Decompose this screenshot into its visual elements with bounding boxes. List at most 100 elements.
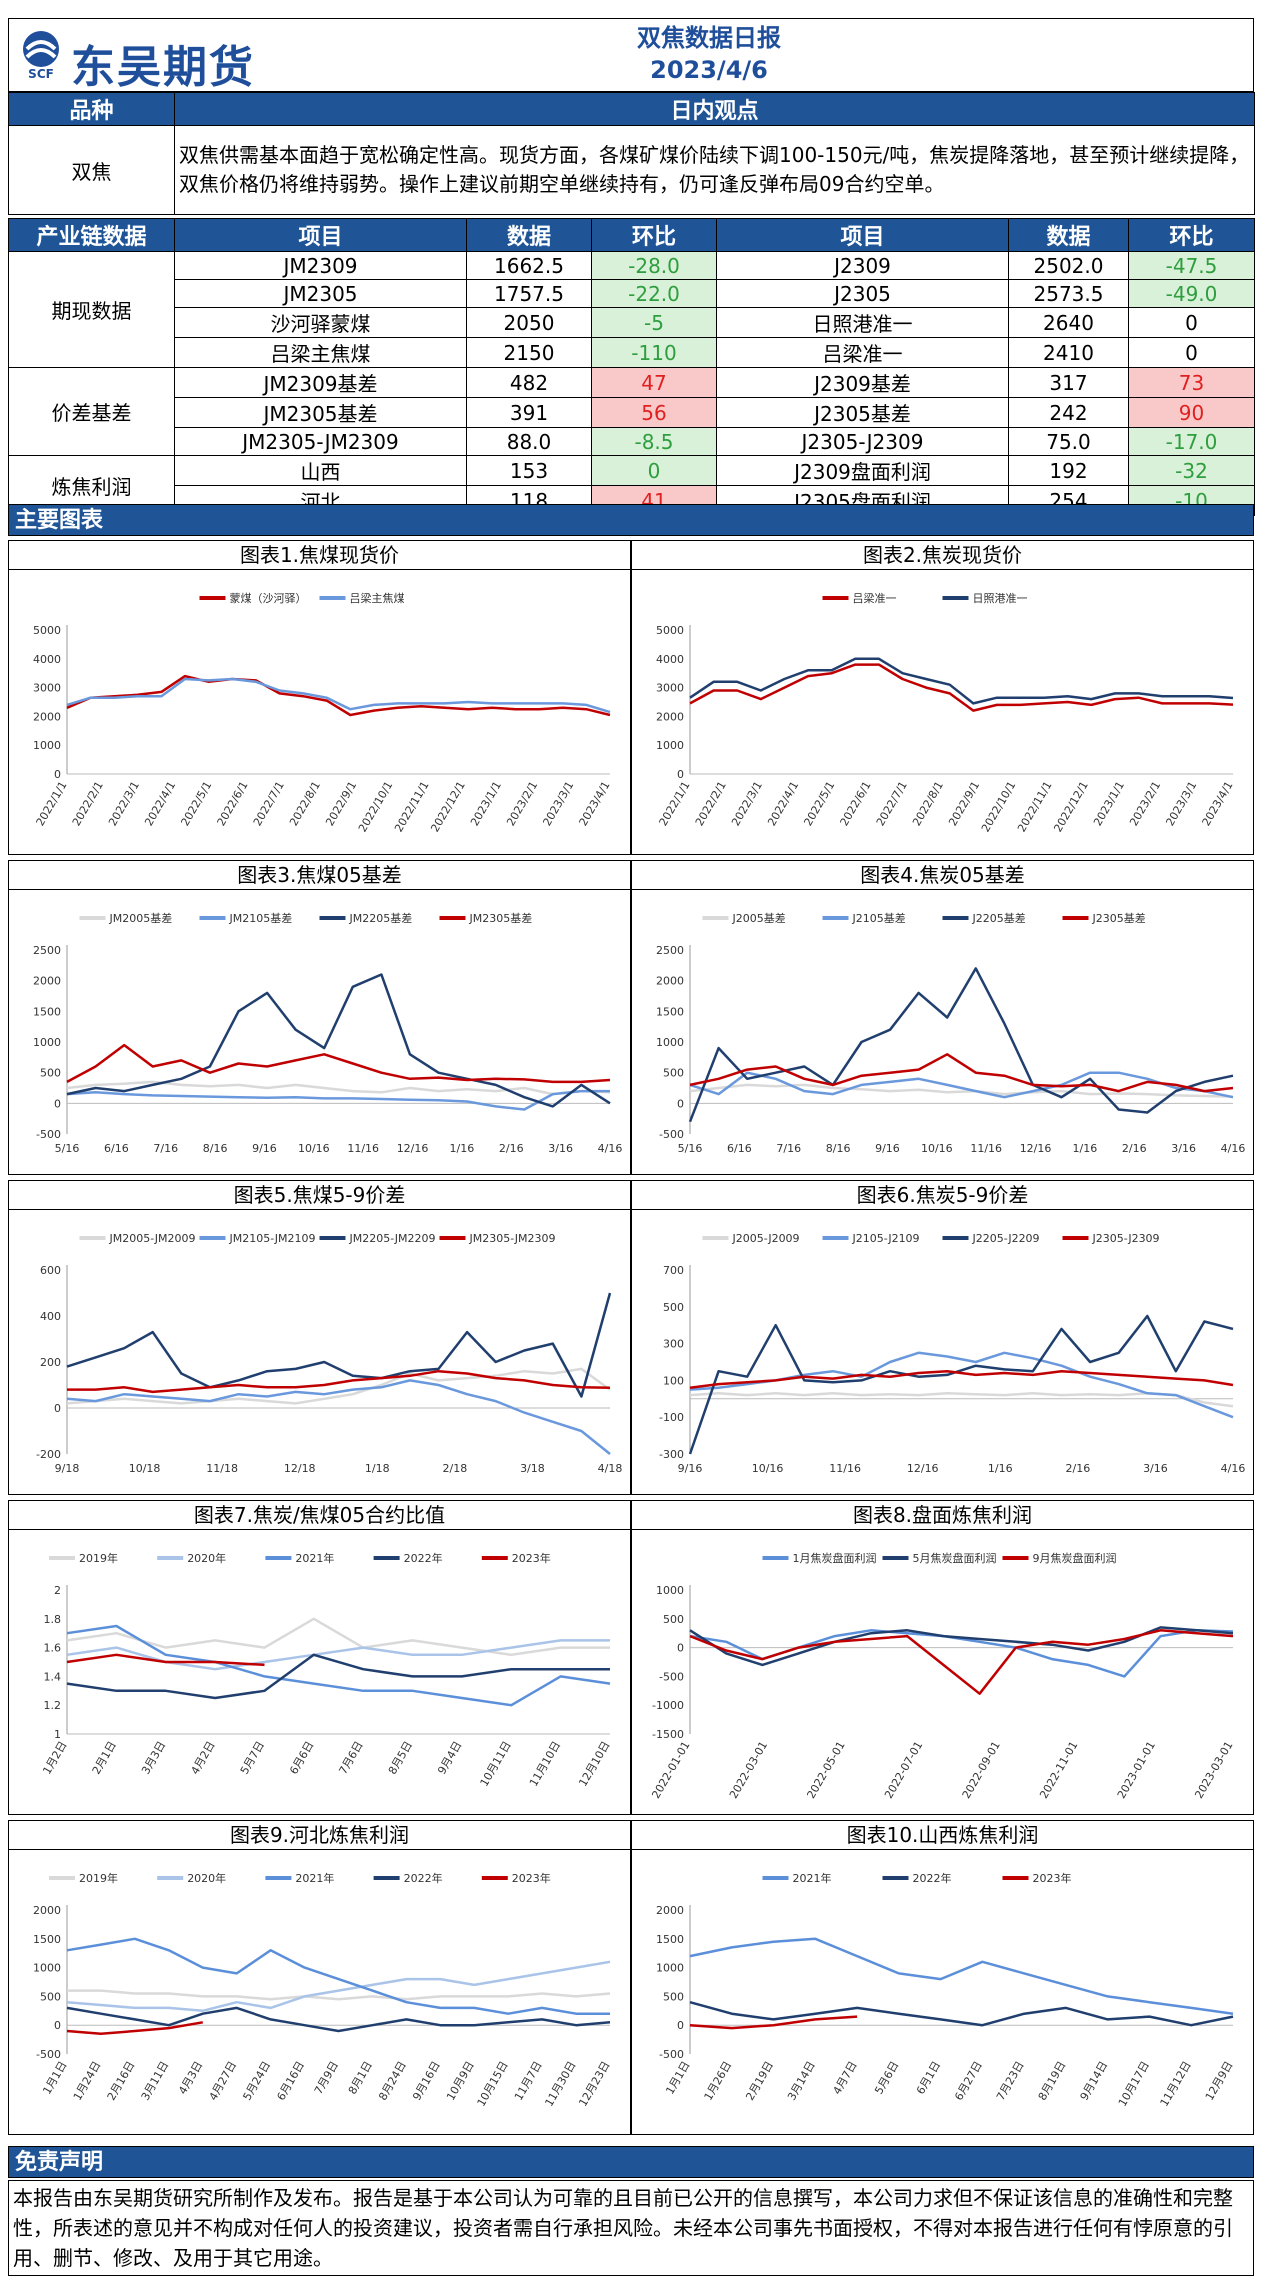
y-tick-label: 4000 <box>33 653 61 666</box>
chart-panel: 图表7.焦炭/焦煤05合约比值 2019年 2020年 2021年 2022年 2023年… <box>8 1500 631 1815</box>
x-tick-label: 1月26日 <box>702 2059 735 2103</box>
chart-panel: 图表6.焦炭5-9价差 J2005-J2009 J2105-J2109 J2205-J… <box>631 1180 1254 1495</box>
legend-label: JM2005基差 <box>109 911 173 925</box>
chart-svg: 2019年 2020年 2021年 2022年 2023年 1 1.2 1.4 1.6 1.8 2 1… <box>40 1551 612 1789</box>
chain-cell: 0 <box>1128 307 1255 338</box>
series-line <box>689 1083 1234 1098</box>
x-tick-label: 4/16 <box>1221 1462 1246 1475</box>
y-tick-label: 0 <box>677 768 684 781</box>
y-tick-label: -500 <box>659 2048 684 2061</box>
chain-cell: JM2309基差 <box>174 367 467 398</box>
chart-title: 图表3.焦煤05基差 <box>9 861 630 890</box>
legend-label: JM2105基差 <box>229 911 293 925</box>
y-tick-label: 200 <box>40 1356 61 1369</box>
y-tick-label: 700 <box>663 1264 684 1277</box>
chart-title: 图表9.河北炼焦利润 <box>9 1821 630 1850</box>
legend-label: JM2305基差 <box>469 911 533 925</box>
y-tick-label: -200 <box>36 1448 61 1461</box>
x-tick-label: 9/16 <box>252 1142 277 1155</box>
x-tick-label: 2022/5/1 <box>178 779 214 828</box>
series-line <box>66 2006 611 2033</box>
chart-title: 图表10.山西炼焦利润 <box>632 1821 1253 1850</box>
series-line <box>66 973 611 1108</box>
chain-cell: 56 <box>591 397 717 428</box>
series-line <box>688 967 1234 1123</box>
chain-header-5: 数据 <box>1008 218 1129 252</box>
chain-cell: -110 <box>591 337 717 368</box>
x-tick-label: 5月6日 <box>872 2059 901 2097</box>
chain-cell: 2640 <box>1008 307 1129 338</box>
chain-cell: 391 <box>466 397 592 428</box>
x-tick-label: 2022/2/1 <box>693 779 729 828</box>
report-header: SCF 东吴期货 双焦数据日报 2023/4/6 <box>8 18 1254 93</box>
chain-group-name: 期现数据 <box>8 251 175 368</box>
scf-logo-icon: SCF <box>23 31 59 79</box>
x-tick-label: 2023/2/1 <box>504 779 540 828</box>
chain-row: 期现数据 JM2309 1662.5 -28.0 J2309 2502.0 -47.5 <box>8 251 1255 368</box>
x-tick-label: 12月10日 <box>576 1739 612 1789</box>
y-tick-label: 1000 <box>656 1584 684 1597</box>
y-tick-label: 1000 <box>33 1962 61 1975</box>
chain-header-6: 环比 <box>1128 218 1255 252</box>
chain-cell: -47.5 <box>1128 251 1255 280</box>
series-line <box>66 1379 611 1455</box>
x-tick-label: 6/16 <box>104 1142 129 1155</box>
x-tick-label: 1月1日 <box>40 2059 69 2097</box>
y-tick-label: 2000 <box>33 1904 61 1917</box>
chain-table: 产业链数据 项目 数据 环比 项目 数据 环比 期现数据 JM2309 1662.5 -28.0 J2… <box>8 218 1255 516</box>
x-tick-label: 2022-05-01 <box>805 1739 848 1801</box>
chart-panel: 图表5.焦煤5-9价差 JM2005-JM2009 JM2105-JM2109 JM2… <box>8 1180 631 1495</box>
view-table: 品种 日内观点 双焦 双焦供需基本面趋于宽松确定性高。现货方面，各煤矿煤价陆续下… <box>8 92 1255 215</box>
x-tick-label: 12月23日 <box>576 2059 612 2109</box>
y-tick-label: 1 <box>54 1728 61 1741</box>
y-tick-label: -500 <box>36 1128 61 1141</box>
x-tick-label: 2022/12/1 <box>1051 779 1090 834</box>
report-title: 双焦数据日报 <box>637 24 781 52</box>
x-tick-label: 9月14日 <box>1078 2059 1111 2103</box>
y-tick-label: 1.6 <box>44 1642 62 1655</box>
x-tick-label: 2022/1/1 <box>34 779 70 828</box>
series-line <box>689 657 1234 705</box>
y-tick-label: 0 <box>54 1097 61 1110</box>
chain-cell: 192 <box>1008 455 1129 486</box>
x-tick-label: 2022/11/1 <box>392 779 431 834</box>
x-tick-label: 5月7日 <box>238 1739 267 1777</box>
x-tick-label: 2022/4/1 <box>765 779 801 828</box>
chain-cell: -32 <box>1128 455 1255 486</box>
x-tick-label: 2023/3/1 <box>540 779 576 828</box>
legend-label: 2020年 <box>187 1551 226 1565</box>
x-tick-label: 9月16日 <box>410 2059 443 2103</box>
series-line <box>66 1653 610 1700</box>
y-tick-label: 1.8 <box>44 1613 62 1626</box>
legend-label: J2305-J2309 <box>1092 1232 1160 1245</box>
legend-label: 2019年 <box>79 1551 118 1565</box>
x-tick-label: 2022/10/1 <box>356 779 395 834</box>
x-tick-label: 10月15日 <box>475 2059 511 2109</box>
y-tick-label: 400 <box>40 1310 61 1323</box>
legend-label: J2105基差 <box>852 911 906 925</box>
chain-cell: 75.0 <box>1008 427 1129 456</box>
x-tick-label: 2022/3/1 <box>729 779 765 828</box>
x-tick-label: 6月6日 <box>287 1739 316 1777</box>
chain-header-2: 数据 <box>466 218 592 252</box>
y-tick-label: 1500 <box>656 1005 684 1018</box>
company-name: 东吴期货 <box>71 42 255 93</box>
y-tick-label: -500 <box>659 1670 684 1683</box>
x-tick-label: 7/16 <box>153 1142 178 1155</box>
chain-cell: J2305基差 <box>716 397 1009 428</box>
x-tick-label: 2023/2/1 <box>1127 779 1163 828</box>
x-tick-label: 7月23日 <box>994 2059 1027 2103</box>
chain-cell: 47 <box>591 367 717 398</box>
chain-cell: 1757.5 <box>466 279 592 308</box>
legend-label: JM2105-JM2109 <box>229 1232 316 1245</box>
series-line <box>66 1624 611 1707</box>
series-line <box>689 663 1234 712</box>
x-tick-label: 2023-01-01 <box>1115 1739 1158 1801</box>
y-tick-label: 500 <box>40 1990 61 2003</box>
series-line <box>66 677 611 714</box>
chain-cell: 日照港准一 <box>716 307 1009 338</box>
view-col-variety: 品种 <box>8 92 175 126</box>
x-tick-label: 10/18 <box>129 1462 161 1475</box>
x-tick-label: 2022/8/1 <box>910 779 946 828</box>
x-tick-label: 9/16 <box>678 1462 703 1475</box>
